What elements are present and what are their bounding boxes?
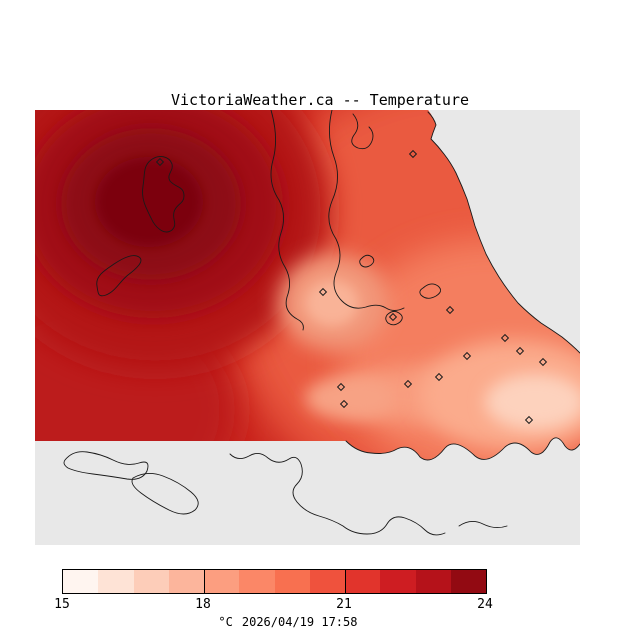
colorbar-divider-21 (345, 570, 346, 593)
colorbar-segment (380, 570, 416, 593)
coastline-south-shore (229, 453, 446, 536)
colorbar-tick-labels: 15 18 21 24 (54, 597, 493, 612)
coastline-harbour-south (131, 473, 199, 515)
colorbar (62, 569, 487, 594)
station-marker (445, 305, 455, 315)
station-marker (339, 399, 349, 409)
colorbar-segment (168, 570, 204, 593)
coastline-north-bay (351, 113, 374, 150)
station-marker (524, 415, 534, 425)
coastline-lagoon-southwest (63, 451, 149, 480)
units-label: °C (218, 615, 233, 629)
datetime-label: 2026/04/19 17:58 (241, 615, 358, 629)
colorbar-tick-label: 21 (336, 597, 352, 612)
colorbar-segment (98, 570, 134, 593)
colorbar-tick-label: 15 (54, 597, 70, 612)
station-marker (515, 346, 525, 356)
field-cool-pocket-south (305, 376, 395, 420)
stations-layer (155, 149, 548, 425)
station-marker (388, 312, 398, 322)
field-coolest-pocket (485, 374, 580, 430)
coastline-south-shore-east (458, 521, 508, 529)
station-marker (408, 149, 418, 159)
colorbar-segment (204, 570, 240, 593)
coastline-islet-c (359, 254, 375, 268)
coastline-islet-b (419, 283, 441, 299)
colorbar-segment (309, 570, 345, 593)
colorbar-divider-18 (203, 570, 205, 593)
field-cool-pocket-central-core (305, 280, 359, 326)
coastline-southeast-shore (345, 437, 580, 461)
colorbar-segment (133, 570, 169, 593)
station-marker (538, 357, 548, 367)
temperature-field (35, 110, 580, 460)
coastline-peninsula-west (270, 110, 304, 331)
colorbar-segment (63, 570, 99, 593)
colorbar-segment (415, 570, 451, 593)
coastline-islet-a (385, 310, 403, 326)
coastline-peninsula-east (328, 110, 405, 311)
station-marker (403, 379, 413, 389)
coastlines (63, 110, 580, 536)
colorbar-segment (450, 570, 486, 593)
coastline-island-northwest (142, 156, 185, 233)
coastline-northeast-shore (427, 111, 580, 354)
colorbar-segment (274, 570, 310, 593)
station-marker (318, 287, 328, 297)
station-marker (500, 333, 510, 343)
colorbar-caption: °C 2026/04/19 17:58 (62, 601, 485, 640)
figure-title: VictoriaWeather.ca -- Temperature (170, 91, 469, 109)
colorbar-tick-label: 18 (195, 597, 211, 612)
field-hot-core (95, 157, 203, 247)
coastline-island-west (96, 255, 142, 297)
map-area (35, 110, 580, 545)
station-marker (462, 351, 472, 361)
station-marker (434, 372, 444, 382)
colorbar-gradient (63, 570, 486, 593)
temperature-map-svg (35, 110, 580, 536)
station-marker (336, 382, 346, 392)
colorbar-tick-label: 24 (477, 597, 493, 612)
station-marker (155, 157, 165, 167)
colorbar-segment (239, 570, 275, 593)
colorbar-segment (345, 570, 381, 593)
